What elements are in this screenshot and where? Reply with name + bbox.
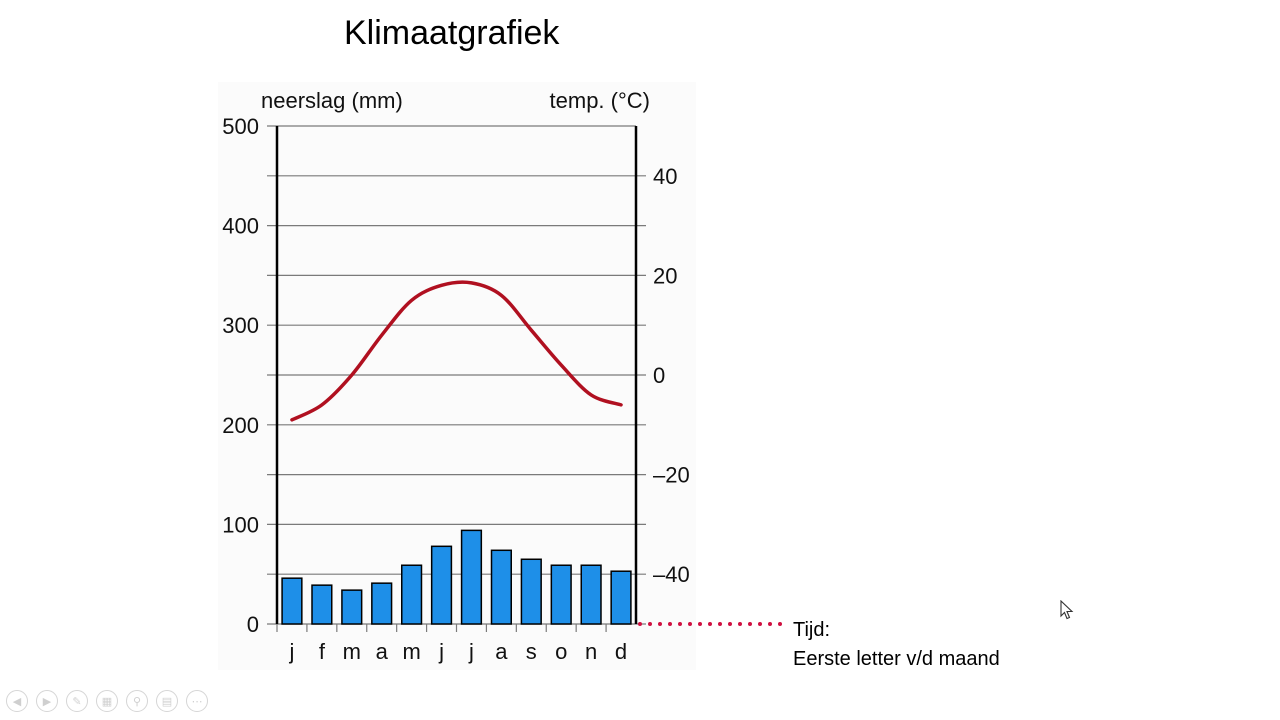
precipitation-bar	[490, 549, 512, 625]
precipitation-bar	[281, 577, 303, 625]
precipitation-bar	[341, 589, 363, 625]
precipitation-bar	[610, 570, 632, 625]
time-axis-dotted-line	[638, 622, 782, 626]
previous-icon[interactable]: ◀	[6, 690, 28, 712]
mouse-pointer-icon	[1060, 600, 1074, 620]
annotation-dot	[748, 622, 752, 626]
y-axis-label: neerslag (mm)	[261, 88, 403, 113]
precipitation-bar	[371, 582, 393, 625]
annotation-dot	[778, 622, 782, 626]
subtitles-icon[interactable]: ▤	[156, 690, 178, 712]
precipitation-bar	[311, 584, 333, 625]
annotation-dot	[768, 622, 772, 626]
pen-icon[interactable]: ✎	[66, 690, 88, 712]
y2-axis-label: temp. (°C)	[550, 88, 650, 113]
axes	[275, 126, 638, 624]
y2-tick-label: –20	[653, 463, 690, 488]
y2-tick-label: 0	[653, 363, 665, 388]
time-axis-annotation: Tijd: Eerste letter v/d maand	[793, 616, 1000, 674]
annotation-dot	[668, 622, 672, 626]
slides-icon[interactable]: ▦	[96, 690, 118, 712]
y2-tick-labels: 40 20 0 –20 –40	[653, 164, 690, 587]
zoom-icon[interactable]: ⚲	[126, 690, 148, 712]
annotation-dot	[738, 622, 742, 626]
slideshow-toolbar: ◀ ▶ ✎ ▦ ⚲ ▤ ⋯	[6, 690, 208, 716]
month-label: j	[438, 639, 444, 664]
month-label: a	[495, 639, 508, 664]
annotation-dot	[698, 622, 702, 626]
annotation-dot	[718, 622, 722, 626]
temperature-series	[290, 280, 623, 422]
y-tick-label: 400	[222, 214, 259, 239]
precipitation-bar	[520, 558, 542, 625]
y-tick-labels: 500 400 300 200 100 0	[222, 114, 259, 637]
temperature-line	[290, 280, 623, 422]
y2-tick-label: 40	[653, 164, 677, 189]
annotation-line-1: Tijd:	[793, 619, 831, 641]
more-icon[interactable]: ⋯	[186, 690, 208, 712]
precipitation-bar	[460, 529, 483, 625]
y-tick-label: 100	[222, 512, 259, 537]
annotation-dot	[638, 622, 642, 626]
annotation-dot	[688, 622, 692, 626]
month-label: s	[526, 639, 537, 664]
chart-title: Klimaatgrafiek	[344, 14, 560, 52]
month-label: d	[615, 639, 627, 664]
annotation-dot	[648, 622, 652, 626]
precipitation-bars	[281, 529, 632, 625]
y-tick-label: 500	[222, 114, 259, 139]
month-label: o	[555, 639, 567, 664]
y-tick-label: 300	[222, 313, 259, 338]
chart-svg: neerslag (mm) temp. (°C) 500400300200100…	[222, 88, 690, 664]
precipitation-bar	[401, 564, 423, 625]
annotation-dot	[658, 622, 662, 626]
month-label: m	[343, 639, 361, 664]
month-label: a	[376, 639, 389, 664]
y-tick-label: 0	[247, 612, 259, 637]
annotation-dot	[678, 622, 682, 626]
month-label: f	[319, 639, 326, 664]
precipitation-bar	[580, 564, 602, 625]
precipitation-bar	[550, 564, 572, 625]
y2-tick-label: –40	[653, 562, 690, 587]
month-label: m	[402, 639, 420, 664]
annotation-dot	[728, 622, 732, 626]
y-tick-label: 200	[222, 413, 259, 438]
annotation-dot	[758, 622, 762, 626]
annotation-line-2: Eerste letter v/d maand	[793, 648, 1000, 670]
next-icon[interactable]: ▶	[36, 690, 58, 712]
month-label: j	[468, 639, 474, 664]
annotation-dot	[708, 622, 712, 626]
gridlines	[267, 125, 646, 625]
y2-tick-label: 20	[653, 263, 677, 288]
month-label: n	[585, 639, 597, 664]
precipitation-bar	[430, 545, 453, 625]
month-label: j	[289, 639, 295, 664]
climate-chart: neerslag (mm) temp. (°C) 500 400 300 200 100…	[218, 82, 696, 670]
